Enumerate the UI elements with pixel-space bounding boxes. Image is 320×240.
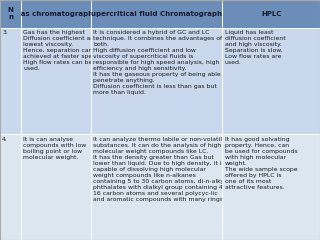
Bar xyxy=(21,134,91,240)
Bar xyxy=(21,28,91,134)
Text: Liquid has least
diffusion coefficient
and high viscosity.
Separation is slow.
L: Liquid has least diffusion coefficient a… xyxy=(225,30,285,65)
Bar xyxy=(21,0,91,28)
Text: HPLC: HPLC xyxy=(261,11,281,17)
Text: Gas chromatography: Gas chromatography xyxy=(15,11,97,17)
Bar xyxy=(222,28,320,134)
Text: 4.: 4. xyxy=(2,137,8,142)
Bar xyxy=(0,28,21,134)
Text: Supercritical fluid Chromatography: Supercritical fluid Chromatography xyxy=(86,11,227,17)
Text: N
n: N n xyxy=(7,7,13,20)
Text: It is can analyse
compounds with low
boiling point or low
molecular weight.: It is can analyse compounds with low boi… xyxy=(23,137,86,160)
Bar xyxy=(91,0,222,28)
Text: It can analyze thermo labile or non-volatile
substances. It can do the analysis : It can analyze thermo labile or non-vola… xyxy=(93,137,226,202)
Text: Gas has the highest
Diffusion coefficient and
lowest viscosity.
Hence, separatio: Gas has the highest Diffusion coefficien… xyxy=(23,30,102,71)
Bar xyxy=(0,0,21,28)
Bar xyxy=(0,134,21,240)
Bar xyxy=(222,134,320,240)
Text: It has good solvating
property. Hence, can
be used for compounds
with high molec: It has good solvating property. Hence, c… xyxy=(225,137,297,190)
Bar xyxy=(222,0,320,28)
Bar xyxy=(91,134,222,240)
Text: It is considered a hybrid of GC and LC
technique. It combines the advantages of
: It is considered a hybrid of GC and LC t… xyxy=(93,30,229,95)
Text: 3.: 3. xyxy=(2,30,8,35)
Bar xyxy=(91,28,222,134)
